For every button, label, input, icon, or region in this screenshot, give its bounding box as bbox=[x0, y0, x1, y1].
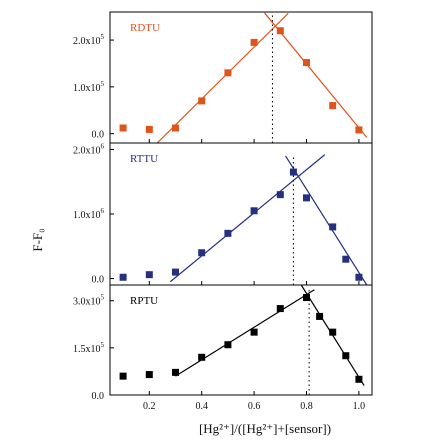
data-point bbox=[145, 271, 153, 279]
fit-line-1 bbox=[156, 12, 289, 143]
data-point bbox=[329, 102, 337, 110]
x-tick-label: 1.0 bbox=[353, 401, 366, 412]
y-tick-label: 1.5x105 bbox=[73, 341, 105, 355]
fit-line-1 bbox=[169, 154, 326, 283]
panel-rptu: 0.0 1.5x105 3.0x105 0.2 0.4 0.6 0.8 1.0 RPTU bbox=[73, 284, 373, 412]
y-tick-label: 2.0x105 bbox=[73, 33, 105, 47]
data-point bbox=[172, 268, 179, 276]
data-point bbox=[355, 273, 363, 281]
data-point bbox=[355, 126, 363, 134]
data-point bbox=[303, 59, 310, 67]
series-label: RPTU bbox=[130, 295, 158, 307]
panel-rdtu: 0.0 1.0x105 2.0x105 RDTU bbox=[73, 11, 373, 144]
y-tick-label: 0.0 bbox=[92, 130, 105, 141]
data-point bbox=[355, 375, 363, 383]
data-point bbox=[289, 168, 297, 176]
data-point bbox=[342, 255, 350, 263]
data-point bbox=[303, 294, 310, 302]
data-point bbox=[119, 124, 127, 132]
x-tick-label: 0.8 bbox=[300, 401, 313, 412]
y-tick-label: 0.0 bbox=[92, 275, 105, 286]
x-axis-title: [Hg²⁺]/([Hg²⁺]+[sensor]) bbox=[199, 421, 331, 436]
data-point bbox=[342, 352, 350, 360]
data-point bbox=[224, 341, 232, 349]
y-tick-label: 1.0x105 bbox=[73, 80, 105, 94]
data-point bbox=[276, 305, 284, 313]
y-tick-label: 3.0x105 bbox=[73, 294, 105, 308]
data-point bbox=[316, 312, 324, 320]
data-point bbox=[198, 353, 206, 361]
data-point bbox=[172, 368, 179, 376]
y-axis-title: F-F₀ bbox=[30, 228, 45, 251]
data-point bbox=[303, 194, 310, 202]
data-point bbox=[250, 38, 258, 46]
data-point bbox=[224, 69, 232, 77]
data-point bbox=[119, 273, 127, 281]
data-point bbox=[276, 27, 284, 35]
data-point bbox=[224, 229, 232, 237]
y-tick-label: 0.0 bbox=[92, 391, 105, 402]
data-point bbox=[145, 371, 153, 379]
data-point bbox=[145, 125, 153, 133]
x-tick-label: 0.2 bbox=[143, 401, 156, 412]
fit-line-2 bbox=[285, 155, 368, 285]
data-point bbox=[329, 328, 337, 336]
panel-rttu: 0.0 1.0x106 2.0x106 RTTU bbox=[73, 142, 373, 286]
y-tick-label: 1.0x106 bbox=[73, 207, 105, 221]
data-point bbox=[172, 124, 179, 132]
panel-frame bbox=[109, 284, 373, 396]
data-point bbox=[250, 328, 258, 336]
chart-panels: 0.0 1.0x105 2.0x105 RDTU 0.0 1.0x106 2.0x106 RT… bbox=[73, 11, 373, 412]
fit-line-1 bbox=[175, 289, 315, 377]
x-tick-label: 0.6 bbox=[248, 401, 261, 412]
data-point bbox=[276, 191, 284, 199]
y-tick-label: 2.0x106 bbox=[73, 142, 105, 156]
series-label: RTTU bbox=[130, 153, 158, 165]
data-point bbox=[250, 207, 258, 215]
data-point bbox=[119, 372, 127, 380]
data-point bbox=[198, 249, 206, 257]
x-tick-label: 0.4 bbox=[195, 401, 208, 412]
data-point bbox=[198, 97, 206, 105]
data-point bbox=[329, 223, 337, 231]
series-label: RDTU bbox=[130, 22, 160, 34]
